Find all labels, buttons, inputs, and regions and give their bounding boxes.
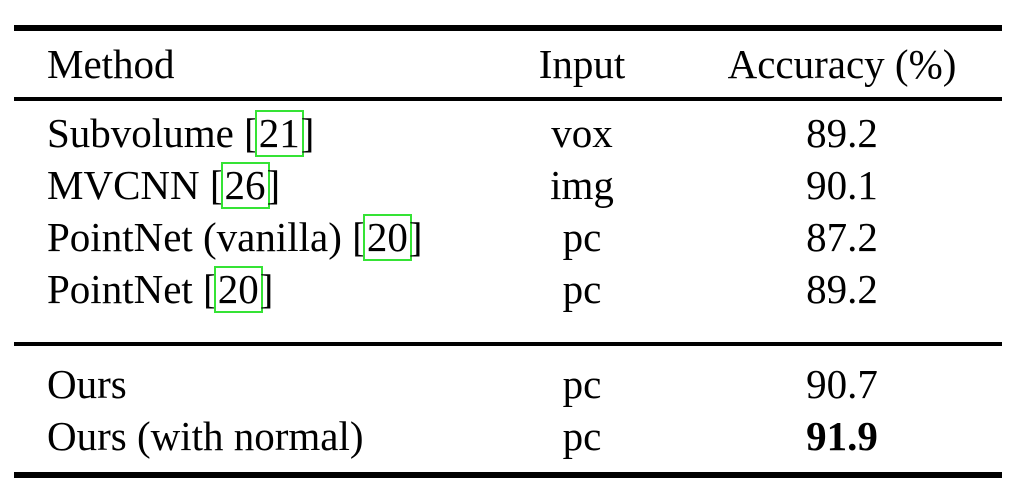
method-label: Ours (with normal) — [47, 413, 364, 459]
accuracy-cell: 89.2 — [806, 110, 878, 156]
method-label-suffix: ] — [259, 266, 274, 312]
method-cell: Ours — [14, 358, 482, 410]
accuracy-cell: 87.2 — [806, 214, 878, 260]
ours-methods-group: Ours pc 90.7 Ours (with normal) pc 91.9 — [14, 346, 1002, 472]
column-header-accuracy: Accuracy (%) — [727, 41, 957, 87]
table-rule-top — [14, 25, 1002, 31]
input-cell: pc — [562, 266, 602, 312]
method-label: Subvolume [ — [47, 110, 258, 156]
method-label: MVCNN [ — [47, 162, 224, 208]
baseline-methods-group: Subvolume [21] vox 89.2 MVCNN [26] img 9… — [14, 101, 1002, 342]
accuracy-cell: 90.7 — [806, 361, 878, 407]
input-cell: pc — [562, 361, 602, 407]
column-header-input: Input — [538, 41, 626, 87]
method-cell: PointNet (vanilla) [20] — [14, 211, 482, 263]
input-cell: vox — [551, 110, 613, 156]
table-header-row: Method Input Accuracy (%) — [14, 31, 1002, 97]
accuracy-cell-best: 91.9 — [806, 413, 878, 459]
column-header-method: Method — [47, 41, 175, 87]
method-label: PointNet (vanilla) [ — [47, 214, 366, 260]
method-cell: Subvolume [21] — [14, 107, 482, 159]
table-row: Ours pc 90.7 — [14, 358, 1002, 410]
table-rule-group-separator — [14, 342, 1002, 346]
input-cell: pc — [562, 214, 602, 260]
method-label-suffix: ] — [408, 214, 423, 260]
method-label: Ours — [47, 361, 127, 407]
table-row: Subvolume [21] vox 89.2 — [14, 107, 1002, 159]
paper-table: Method Input Accuracy (%) Subvolume [21]… — [14, 25, 1002, 478]
citation-link[interactable]: 26 — [220, 162, 270, 209]
method-cell: PointNet [20] — [14, 263, 482, 315]
citation-link[interactable]: 20 — [362, 214, 412, 261]
input-cell: img — [550, 162, 614, 208]
table-rule-header-separator — [14, 97, 1002, 101]
table-row: MVCNN [26] img 90.1 — [14, 159, 1002, 211]
table-row: PointNet (vanilla) [20] pc 87.2 — [14, 211, 1002, 263]
table-row: Ours (with normal) pc 91.9 — [14, 410, 1002, 462]
method-cell: MVCNN [26] — [14, 159, 482, 211]
method-label: PointNet [ — [47, 266, 217, 312]
method-cell: Ours (with normal) — [14, 410, 482, 462]
method-label-suffix: ] — [266, 162, 281, 208]
citation-link[interactable]: 21 — [254, 110, 304, 157]
table-row: PointNet [20] pc 89.2 — [14, 263, 1002, 315]
input-cell: pc — [562, 413, 602, 459]
method-label-suffix: ] — [300, 110, 315, 156]
accuracy-cell: 89.2 — [806, 266, 878, 312]
citation-link[interactable]: 20 — [213, 266, 263, 313]
accuracy-cell: 90.1 — [806, 162, 878, 208]
table-rule-bottom — [14, 472, 1002, 478]
